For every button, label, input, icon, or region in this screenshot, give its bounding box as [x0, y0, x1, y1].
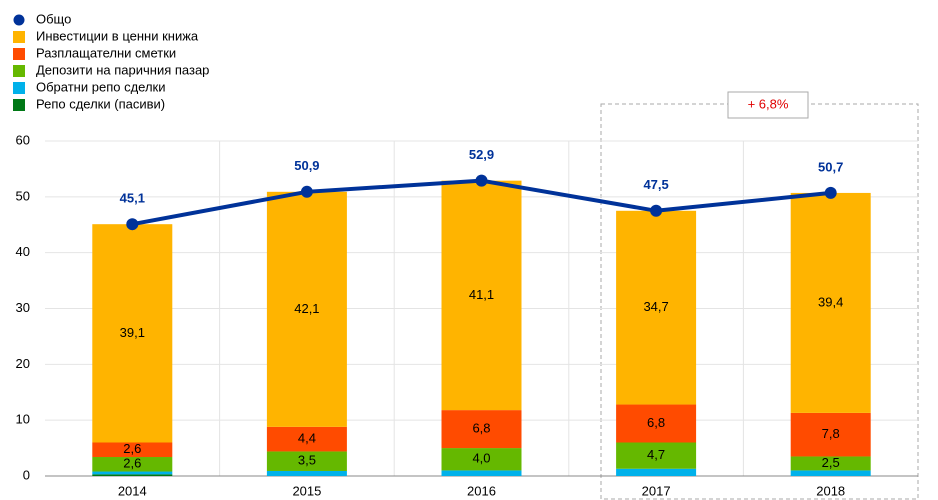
bar-segment [441, 410, 522, 449]
annotation-box [727, 91, 809, 119]
y-tick-label: 20 [16, 356, 30, 371]
y-tick-label: 60 [16, 132, 30, 147]
highlight-box [600, 103, 919, 500]
bar-segment [790, 456, 871, 471]
data-label: 7,8 [822, 426, 840, 441]
data-label: 34,7 [643, 299, 668, 314]
data-label: 3,5 [298, 453, 316, 468]
y-tick-label: 30 [16, 300, 30, 315]
y-tick-label: 40 [16, 244, 30, 259]
bar-segment [790, 470, 871, 476]
bar-segment [266, 451, 347, 471]
legend-label: Общо [36, 11, 71, 26]
bar-segment [266, 191, 347, 427]
line-marker [300, 185, 313, 198]
bar-segment [616, 442, 697, 469]
line-data-label: 52,9 [469, 147, 494, 162]
line-marker [650, 204, 663, 217]
legend-swatch [13, 99, 25, 111]
data-label: 4,0 [472, 451, 490, 466]
legend-swatch [13, 31, 25, 43]
legend-label: Репо сделки (пасиви) [36, 96, 165, 111]
x-tick-label: 2016 [467, 483, 496, 498]
data-label: 39,4 [818, 294, 843, 309]
line-data-label: 50,9 [294, 158, 319, 173]
annotation: + 6,8% [748, 96, 789, 111]
data-label: 42,1 [294, 301, 319, 316]
legend-label: Инвестиции в ценни книжа [36, 28, 199, 43]
legend-label: Депозити на паричния пазар [36, 62, 209, 77]
legend-swatch [13, 48, 25, 60]
x-tick-label: 2014 [118, 483, 147, 498]
bar-segment [790, 412, 871, 457]
bar-segment [441, 448, 522, 471]
bar-segment [92, 471, 173, 475]
bar-segment [92, 224, 173, 443]
y-tick-label: 10 [16, 412, 30, 427]
line-data-label: 47,5 [643, 177, 668, 192]
data-label: 39,1 [120, 325, 145, 340]
y-tick-label: 50 [16, 188, 30, 203]
legend-marker [13, 14, 25, 26]
line-marker [475, 174, 488, 187]
bar-segment [441, 180, 522, 411]
bar-segment [616, 404, 697, 443]
bar-segment [92, 457, 173, 472]
data-label: 2,6 [123, 456, 141, 471]
bar-segment [92, 474, 173, 476]
x-tick-label: 2017 [642, 483, 671, 498]
x-tick-label: 2015 [292, 483, 321, 498]
data-label: 41,1 [469, 287, 494, 302]
bar-segment [441, 470, 522, 476]
data-label: 4,4 [298, 431, 316, 446]
bar-segment [790, 192, 871, 413]
x-tick-label: 2018 [816, 483, 845, 498]
legend-swatch [13, 65, 25, 77]
bar-segment [616, 468, 697, 476]
bar-segment [616, 210, 697, 405]
line-data-label: 50,7 [818, 159, 843, 174]
line-marker [824, 186, 837, 199]
y-tick-label: 0 [23, 467, 30, 482]
data-label: 2,5 [822, 455, 840, 470]
data-label: 2,6 [123, 441, 141, 456]
legend-label: Разплащателни сметки [36, 45, 176, 60]
bar-segment [266, 470, 347, 476]
bar-segment [266, 426, 347, 452]
legend-label: Обратни репо сделки [36, 79, 166, 94]
data-label: 6,8 [647, 415, 665, 430]
line-data-label: 45,1 [120, 191, 145, 206]
data-label: 6,8 [472, 421, 490, 436]
data-label: 4,7 [647, 447, 665, 462]
line-marker [126, 218, 139, 231]
legend-swatch [13, 82, 25, 94]
bar-segment [92, 442, 173, 458]
